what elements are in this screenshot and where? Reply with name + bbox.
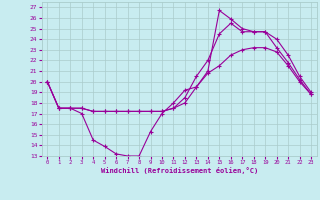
X-axis label: Windchill (Refroidissement éolien,°C): Windchill (Refroidissement éolien,°C) — [100, 167, 258, 174]
